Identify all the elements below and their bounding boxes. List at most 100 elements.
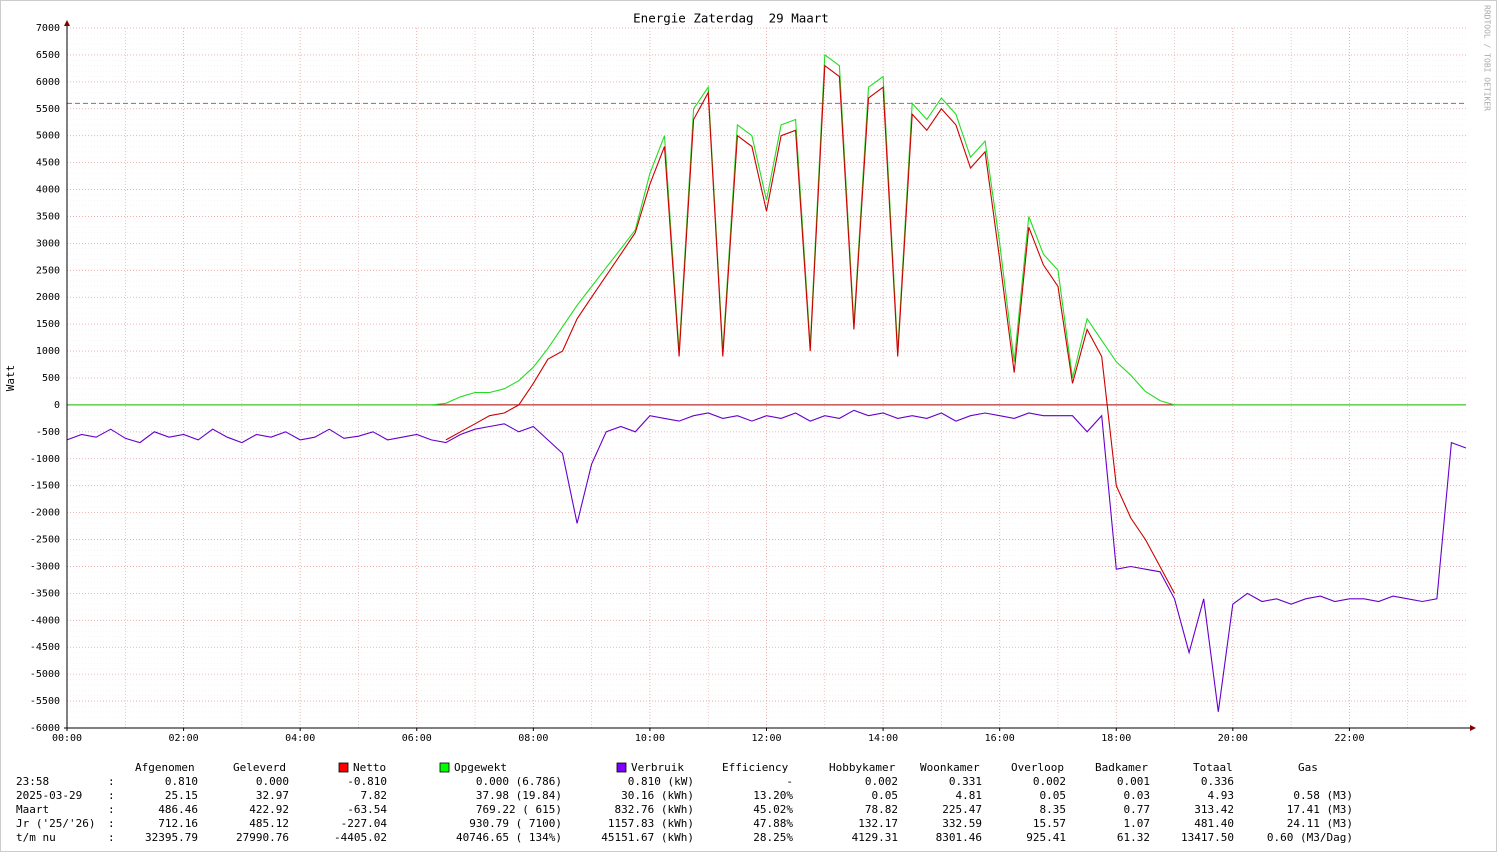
cell: 486.46 — [158, 803, 198, 816]
y-tick-label: -4000 — [30, 615, 60, 626]
cell: 45151.67 (kWh) — [601, 831, 694, 844]
y-tick-label: 500 — [42, 373, 60, 384]
x-tick-label: 18:00 — [1101, 733, 1131, 744]
chart-title: Energie Zaterdag 29 Maart — [633, 11, 829, 26]
y-tick-label: -6000 — [30, 723, 60, 734]
cell: 485.12 — [249, 817, 289, 830]
legend-table: Afgenomen Geleverd Netto Opgewekt Verbruik Ef… — [16, 761, 1353, 844]
cell: 78.82 — [865, 803, 898, 816]
row-label: Maart — [16, 803, 49, 816]
y-tick-label: -5000 — [30, 669, 60, 680]
y-tick-label: 3000 — [36, 238, 60, 249]
x-arrow — [1470, 725, 1476, 731]
x-tick-label: 06:00 — [402, 733, 432, 744]
cell: 0.002 — [1033, 775, 1066, 788]
row-label: Jr ('25/'26) — [16, 817, 95, 830]
y-tick-label: 2500 — [36, 265, 60, 276]
column-header: Badkamer — [1095, 761, 1148, 774]
cell: 132.17 — [858, 817, 898, 830]
separator: : — [108, 775, 115, 788]
cell: 37.98 (19.84) — [476, 789, 562, 802]
y-arrow — [64, 20, 70, 26]
cell: 0.60 (M3/Dag) — [1267, 831, 1353, 844]
cell: 1.07 — [1124, 817, 1151, 830]
cell: 7.82 — [361, 789, 388, 802]
cell: 4129.31 — [852, 831, 898, 844]
cell: 8.35 — [1040, 803, 1067, 816]
grid — [66, 27, 1466, 729]
cell: 925.41 — [1026, 831, 1066, 844]
cell: 32.97 — [256, 789, 289, 802]
column-header: Opgewekt — [454, 761, 507, 774]
column-header: Efficiency — [722, 761, 789, 774]
watermark: RRDTOOL / TOBI OETIKER — [1483, 5, 1492, 111]
cell: -63.54 — [347, 803, 387, 816]
column-header: Afgenomen — [135, 761, 195, 774]
x-tick-label: 16:00 — [985, 733, 1015, 744]
cell: 422.92 — [249, 803, 289, 816]
y-tick-label: 7000 — [36, 23, 60, 34]
cell: 4.81 — [956, 789, 983, 802]
legend-swatch — [338, 762, 349, 773]
cell: 0.810 — [165, 775, 198, 788]
cell: 0.58 (M3) — [1293, 789, 1353, 802]
x-tick-label: 00:00 — [52, 733, 82, 744]
column-header: Geleverd — [233, 761, 286, 774]
y-tick-label: -5500 — [30, 696, 60, 707]
column-header: Netto — [353, 761, 386, 774]
y-tick-label: 2000 — [36, 292, 60, 303]
y-tick-label: 5500 — [36, 104, 60, 115]
cell: -0.810 — [347, 775, 387, 788]
cell: 481.40 — [1194, 817, 1234, 830]
cell: 332.59 — [942, 817, 982, 830]
x-tick-label: 04:00 — [285, 733, 315, 744]
cell: 17.41 (M3) — [1287, 803, 1353, 816]
y-tick-label: -4500 — [30, 642, 60, 653]
y-tick-label: 5000 — [36, 131, 60, 142]
separator: : — [108, 817, 115, 830]
separator: : — [108, 789, 115, 802]
cell: 15.57 — [1033, 817, 1066, 830]
y-tick-label: -3500 — [30, 588, 60, 599]
y-tick-label: -1500 — [30, 481, 60, 492]
series-line — [66, 409, 1467, 712]
y-tick-label: -2000 — [30, 508, 60, 519]
cell: 24.11 (M3) — [1287, 817, 1353, 830]
separator: : — [108, 831, 115, 844]
x-tick-label: 12:00 — [751, 733, 781, 744]
cell: 1157.83 (kWh) — [608, 817, 694, 830]
cell: 0.000 (6.786) — [476, 775, 562, 788]
cell: 32395.79 — [145, 831, 198, 844]
column-header: Overloop — [1011, 761, 1064, 774]
x-tick-label: 14:00 — [868, 733, 898, 744]
plot — [66, 53, 1467, 712]
y-axis-label: Watt — [4, 365, 17, 392]
cell: 712.16 — [158, 817, 198, 830]
cell: 0.05 — [872, 789, 899, 802]
y-tick-label: 1000 — [36, 346, 60, 357]
y-tick-label: -500 — [36, 427, 60, 438]
cell: 0.810 (kW) — [628, 775, 694, 788]
cell: 4.93 — [1208, 789, 1235, 802]
x-tick-label: 22:00 — [1334, 733, 1364, 744]
y-tick-label: 1500 — [36, 319, 60, 330]
row-label: 2025-03-29 — [16, 789, 82, 802]
series-line — [445, 64, 1175, 594]
cell: 0.77 — [1124, 803, 1151, 816]
cell: 832.76 (kWh) — [615, 803, 694, 816]
cell: 0.03 — [1124, 789, 1151, 802]
y-tick-label: 6000 — [36, 77, 60, 88]
separator: : — [108, 803, 115, 816]
x-tick-label: 20:00 — [1218, 733, 1248, 744]
y-tick-label: -1000 — [30, 454, 60, 465]
legend-swatch — [616, 762, 627, 773]
cell: 28.25% — [753, 831, 793, 844]
column-header: Verbruik — [631, 761, 684, 774]
y-tick-label: -2500 — [30, 535, 60, 546]
column-header: Totaal — [1193, 761, 1233, 774]
cell: 313.42 — [1194, 803, 1234, 816]
cell: 0.001 — [1117, 775, 1150, 788]
y-tick-label: 6500 — [36, 50, 60, 61]
cell: 27990.76 — [236, 831, 289, 844]
